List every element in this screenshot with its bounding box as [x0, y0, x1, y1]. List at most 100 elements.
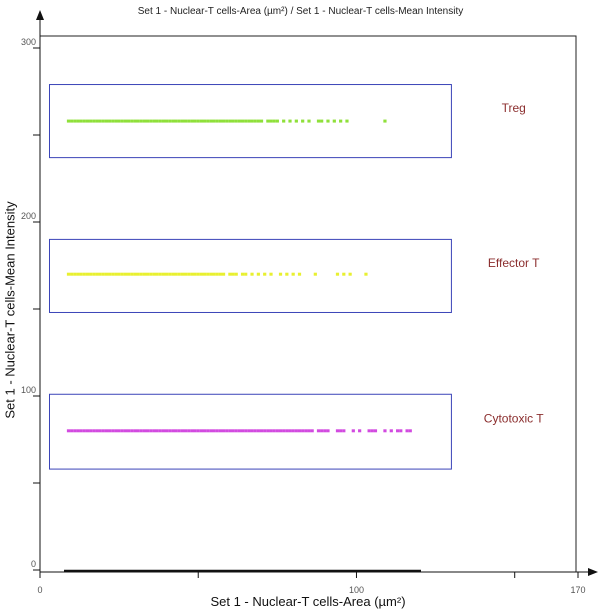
data-point	[272, 119, 276, 123]
data-point	[123, 119, 128, 123]
data-point	[269, 429, 273, 433]
data-point	[218, 119, 222, 123]
data-point	[108, 119, 112, 123]
data-point	[291, 272, 295, 276]
data-point	[190, 272, 194, 276]
data-point	[108, 429, 112, 433]
y-tick-label: 200	[21, 211, 36, 221]
data-point	[212, 429, 216, 433]
data-point	[266, 429, 270, 433]
data-point	[161, 429, 166, 433]
data-point	[234, 119, 238, 123]
data-point	[79, 429, 83, 433]
data-point	[136, 429, 140, 433]
data-point	[206, 119, 210, 123]
data-point	[335, 272, 340, 276]
data-point	[127, 119, 131, 123]
data-point	[294, 119, 298, 123]
data-point	[228, 429, 232, 433]
data-point	[108, 272, 112, 276]
data-point	[196, 272, 200, 276]
data-point	[266, 119, 270, 123]
data-point	[320, 429, 324, 433]
plot-area-frame	[39, 35, 577, 573]
data-point	[66, 119, 71, 123]
data-point	[92, 429, 96, 433]
data-point	[244, 429, 248, 433]
data-point	[89, 429, 93, 433]
data-point	[215, 272, 219, 276]
data-point	[174, 119, 178, 123]
data-point	[345, 119, 349, 123]
data-point	[304, 429, 308, 433]
data-point	[168, 272, 172, 276]
data-point	[183, 119, 188, 123]
data-point	[123, 429, 128, 433]
data-point	[358, 429, 362, 433]
data-point	[111, 119, 115, 123]
series-cytotoxic-t	[66, 429, 412, 433]
data-point	[85, 429, 90, 433]
data-point	[247, 119, 251, 123]
data-point	[269, 119, 273, 123]
data-point	[307, 429, 311, 433]
data-point	[240, 429, 245, 433]
data-point	[291, 429, 295, 433]
x-tick-label: 0	[37, 585, 42, 595]
data-point	[98, 429, 102, 433]
data-point	[187, 272, 191, 276]
data-point	[101, 119, 105, 123]
data-point	[101, 272, 105, 276]
data-point	[199, 119, 203, 123]
data-point	[383, 119, 387, 123]
data-point	[263, 272, 267, 276]
data-point	[79, 119, 83, 123]
data-point	[152, 429, 156, 433]
data-point	[149, 429, 153, 433]
data-point	[82, 429, 86, 433]
data-point	[139, 272, 143, 276]
data-point	[285, 429, 289, 433]
y-tick-label: 300	[21, 37, 36, 47]
gates: Treg Effector T Cytotoxic T	[48, 84, 544, 470]
data-point	[240, 272, 245, 276]
y-tick-label: 0	[31, 559, 36, 569]
data-point	[244, 119, 248, 123]
data-point	[294, 429, 298, 433]
data-point	[139, 119, 143, 123]
data-point	[221, 119, 226, 123]
data-point	[168, 429, 172, 433]
data-point	[177, 429, 181, 433]
data-point	[316, 429, 321, 433]
data-point	[73, 272, 77, 276]
data-point	[256, 272, 260, 276]
data-point	[174, 429, 178, 433]
data-point	[218, 429, 222, 433]
data-point	[171, 119, 175, 123]
gate-treg	[48, 84, 452, 159]
data-point	[342, 272, 346, 276]
data-point	[313, 272, 317, 276]
data-point	[225, 429, 229, 433]
data-point	[190, 429, 194, 433]
data-point	[288, 429, 292, 433]
data-point	[187, 119, 191, 123]
data-point	[269, 272, 273, 276]
data-point	[66, 272, 71, 276]
data-point	[76, 429, 80, 433]
data-point	[142, 429, 147, 433]
data-point	[70, 429, 74, 433]
gate-label: Effector T	[488, 256, 540, 270]
data-point	[82, 119, 86, 123]
data-point	[70, 119, 74, 123]
data-point	[202, 119, 207, 123]
data-point	[155, 119, 159, 123]
data-point	[171, 429, 175, 433]
data-point	[82, 272, 86, 276]
data-point	[158, 429, 162, 433]
data-point	[275, 429, 279, 433]
data-point	[95, 272, 99, 276]
data-point	[234, 429, 238, 433]
data-point	[149, 119, 153, 123]
